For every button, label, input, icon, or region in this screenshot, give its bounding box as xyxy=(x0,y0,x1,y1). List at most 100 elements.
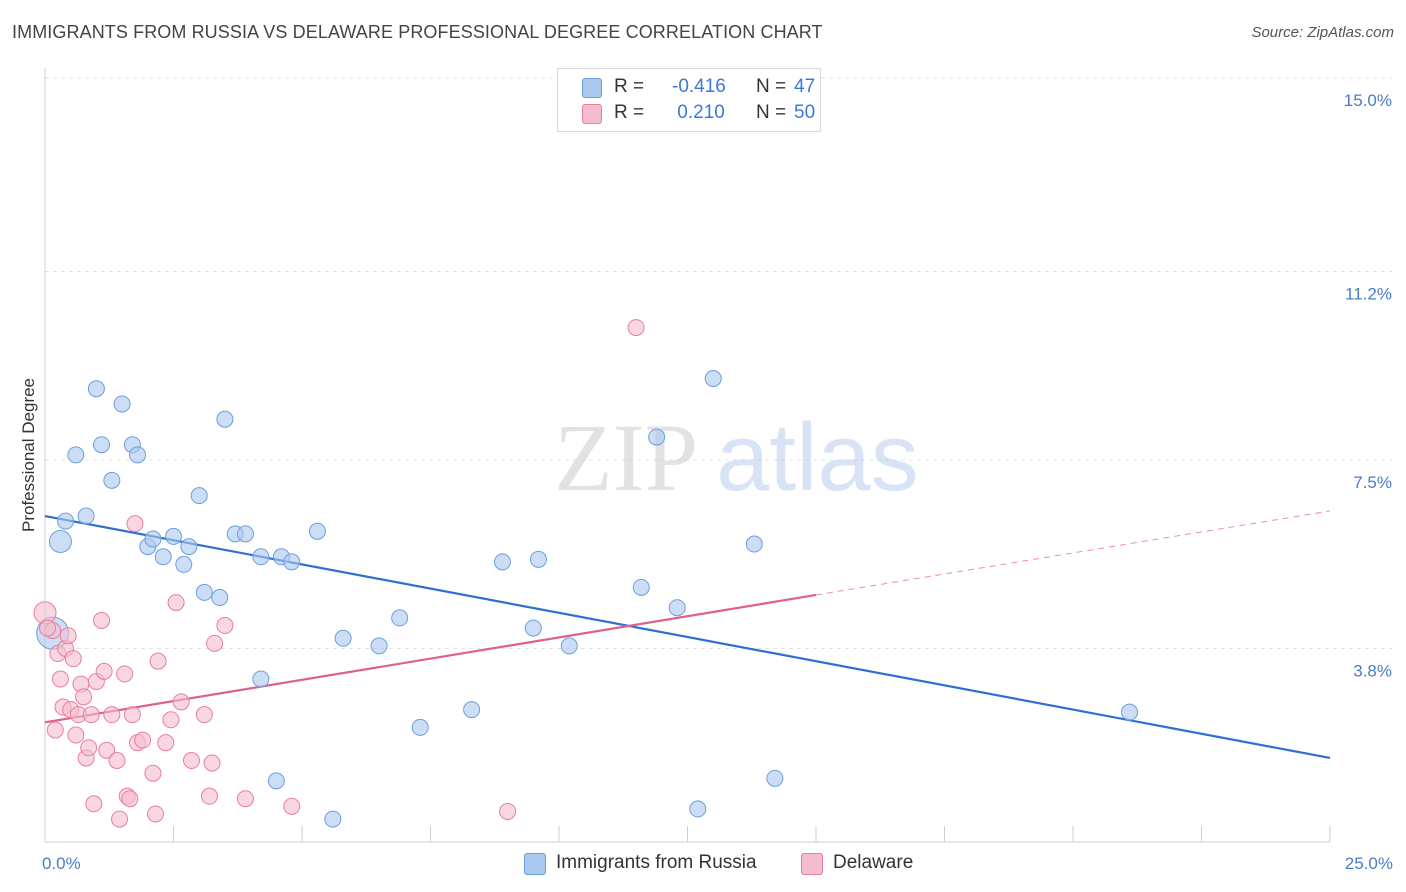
point-delaware xyxy=(206,634,224,652)
legend-r-value: 0.210 xyxy=(672,102,725,123)
point-delaware xyxy=(134,731,152,749)
trend-line-russia xyxy=(44,514,1331,760)
point-russia xyxy=(529,550,547,568)
point-russia xyxy=(77,507,95,525)
bottom-legend-swatch-russia xyxy=(524,853,546,875)
legend-n-value: 47 xyxy=(794,76,816,97)
point-russia xyxy=(175,555,193,573)
point-russia xyxy=(1121,703,1139,721)
legend-r-value: -0.416 xyxy=(672,76,726,97)
point-russia xyxy=(87,380,105,398)
y-tick-label: 7.5% xyxy=(1353,473,1392,492)
point-russia xyxy=(67,446,85,464)
point-delaware xyxy=(147,805,165,823)
point-delaware xyxy=(82,706,100,724)
point-russia xyxy=(524,619,542,637)
point-delaware xyxy=(39,619,57,637)
point-delaware xyxy=(126,515,144,533)
point-delaware xyxy=(95,662,113,680)
point-delaware xyxy=(216,617,234,635)
point-delaware xyxy=(149,652,167,670)
legend-n-label: N = xyxy=(756,76,787,97)
point-russia xyxy=(391,609,409,627)
point-delaware xyxy=(64,650,82,668)
legend-n-value: 50 xyxy=(794,102,816,123)
point-russia xyxy=(324,810,342,828)
point-russia xyxy=(103,471,121,489)
point-russia xyxy=(745,535,763,553)
bottom-legend-label-delaware: Delaware xyxy=(833,852,914,873)
point-delaware xyxy=(75,688,93,706)
point-delaware xyxy=(46,721,64,739)
point-russia xyxy=(283,553,301,571)
legend-r-label: R = xyxy=(614,76,645,97)
point-russia xyxy=(195,583,213,601)
trend-lines xyxy=(44,510,1331,760)
legend-swatch-delaware xyxy=(582,104,602,124)
point-russia xyxy=(766,769,784,787)
bottom-legend-swatch-delaware xyxy=(801,853,823,875)
point-russia xyxy=(648,428,666,446)
point-delaware xyxy=(67,726,85,744)
y-tick-label: 15.0% xyxy=(1344,91,1392,110)
grid-lines xyxy=(45,77,1392,649)
point-russia xyxy=(668,599,686,617)
point-russia xyxy=(560,637,578,655)
point-delaware xyxy=(116,665,134,683)
watermark-atlas: atlas xyxy=(716,404,919,511)
y-tick-label: 11.2% xyxy=(1345,285,1392,304)
point-delaware xyxy=(103,706,121,724)
point-delaware xyxy=(283,797,301,815)
point-delaware xyxy=(121,790,139,808)
point-russia xyxy=(154,548,172,566)
x-tick-label: 25.0% xyxy=(1345,854,1393,873)
point-russia xyxy=(308,522,326,540)
point-russia xyxy=(165,527,182,545)
point-russia xyxy=(493,553,511,571)
point-russia xyxy=(704,370,722,388)
point-delaware xyxy=(627,319,645,337)
point-delaware xyxy=(157,734,175,752)
point-russia xyxy=(252,548,270,566)
point-delaware xyxy=(93,611,111,629)
point-russia xyxy=(190,487,208,505)
point-russia xyxy=(632,578,650,596)
point-delaware xyxy=(162,711,180,729)
point-russia xyxy=(216,410,234,428)
point-delaware xyxy=(108,752,126,770)
point-delaware xyxy=(236,790,254,808)
point-delaware xyxy=(51,670,69,688)
bottom-legend-label-russia: Immigrants from Russia xyxy=(556,852,757,873)
chart-title: IMMIGRANTS FROM RUSSIA VS DELAWARE PROFE… xyxy=(12,22,823,42)
point-delaware xyxy=(499,802,517,820)
legend-swatch-russia xyxy=(582,78,602,98)
point-russia xyxy=(463,701,481,719)
trend-line-delaware-extrapolated xyxy=(815,510,1331,596)
point-russia xyxy=(411,718,429,736)
point-russia xyxy=(689,800,707,818)
legend-r-label: R = xyxy=(614,102,645,123)
point-delaware xyxy=(203,754,221,772)
y-tick-label: 3.8% xyxy=(1353,661,1392,680)
watermark-zip: ZIP xyxy=(554,404,698,511)
point-russia xyxy=(211,589,229,607)
point-delaware xyxy=(80,739,98,757)
point-russia xyxy=(370,637,388,655)
axes xyxy=(44,68,1331,843)
point-delaware xyxy=(111,810,129,828)
point-russia xyxy=(144,530,162,548)
x-tick-label: 0.0% xyxy=(42,854,81,873)
legend: R = -0.416 N = 47 R = 0.210 N = 50 xyxy=(557,68,821,132)
point-delaware xyxy=(200,787,218,805)
point-russia xyxy=(180,538,198,556)
point-delaware xyxy=(195,706,213,724)
point-russia xyxy=(48,529,72,553)
point-delaware xyxy=(167,594,185,612)
y-axis-label: Professional Degree xyxy=(19,378,38,532)
point-delaware xyxy=(172,693,190,711)
point-russia xyxy=(252,670,270,688)
point-delaware xyxy=(98,741,116,759)
point-russia xyxy=(93,436,111,454)
source-label: Source: ZipAtlas.com xyxy=(1251,24,1394,41)
